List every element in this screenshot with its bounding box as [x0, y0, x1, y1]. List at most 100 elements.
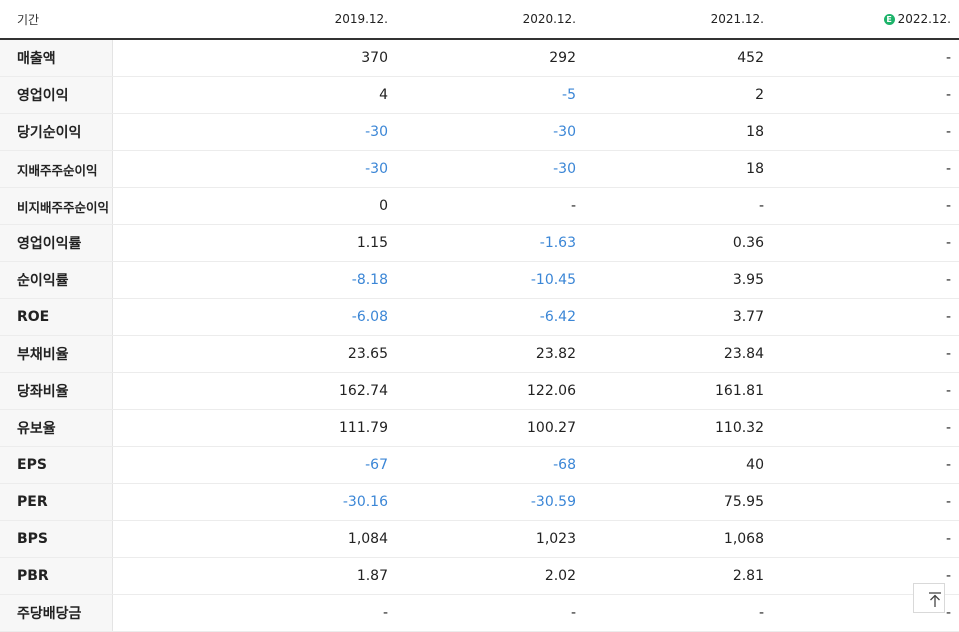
year-header-label: 2022.12. [897, 12, 951, 26]
table-cell: - [772, 409, 959, 447]
table-cell: -30 [112, 150, 396, 188]
table-cell: 110.32 [584, 409, 772, 447]
table-cell: - [772, 446, 959, 484]
table-cell: - [772, 335, 959, 373]
estimate-icon: E [883, 14, 895, 25]
row-label: 당기순이익 [0, 113, 113, 151]
table-cell: -30 [112, 113, 396, 151]
row-label: 비지배주주순이익 [0, 187, 113, 225]
table-cell: 2 [584, 76, 772, 114]
table-row: PBR 1.87 2.02 2.81- [0, 557, 959, 595]
table-row: 영업이익 4 -5 2- [0, 76, 959, 114]
table-row: 유보율 111.79 100.27 110.32- [0, 409, 959, 447]
table-cell: -30 [396, 113, 584, 151]
table-cell: - [772, 520, 959, 558]
table-cell: - [772, 39, 959, 77]
table-cell: 1,068 [584, 520, 772, 558]
row-label: EPS [0, 446, 113, 484]
table-cell: 162.74 [112, 372, 396, 410]
table-cell: - [772, 483, 959, 521]
table-cell: - [396, 187, 584, 225]
table-cell: 23.84 [584, 335, 772, 373]
table-cell: 1,084 [112, 520, 396, 558]
table-cell: 4 [112, 76, 396, 114]
row-label: 순이익률 [0, 261, 113, 299]
table-cell: 292 [396, 39, 584, 77]
table-cell: -6.42 [396, 298, 584, 336]
row-label: 부채비율 [0, 335, 113, 373]
table-row: 비지배주주순이익 0- - - [0, 187, 959, 225]
table-cell: 2.81 [584, 557, 772, 595]
table-cell: 23.82 [396, 335, 584, 373]
table-cell: 0.36 [584, 224, 772, 262]
table-cell: -30.59 [396, 483, 584, 521]
table-cell: 3.77 [584, 298, 772, 336]
row-label: 지배주주순이익 [0, 150, 113, 188]
table-row: 매출액 370 292 452- [0, 39, 959, 77]
row-label: PER [0, 483, 113, 521]
row-label: PBR [0, 557, 113, 595]
table-cell: - [584, 594, 772, 632]
table-cell: - [772, 224, 959, 262]
table-cell: -30 [396, 150, 584, 188]
table-row: PER -30.16 -30.59 75.95- [0, 483, 959, 521]
table-row: 지배주주순이익 -30 -30 18- [0, 150, 959, 188]
table-row: ROE -6.08 -6.42 3.77- [0, 298, 959, 336]
table-cell: 18 [584, 150, 772, 188]
table-row: 영업이익률 1.15 -1.63 0.36- [0, 224, 959, 262]
table-cell: -5 [396, 76, 584, 114]
table-cell: 1,023 [396, 520, 584, 558]
year-header: 2021.12. [584, 0, 772, 40]
table-cell: -10.45 [396, 261, 584, 299]
table-cell: - [772, 298, 959, 336]
table-cell: -68 [396, 446, 584, 484]
table-cell: 23.65 [112, 335, 396, 373]
table-cell: - [772, 372, 959, 410]
year-header: 2019.12. [112, 0, 396, 40]
scroll-to-top-button[interactable] [913, 583, 945, 613]
table-cell: 18 [584, 113, 772, 151]
table-cell: - [772, 150, 959, 188]
table-cell: 40 [584, 446, 772, 484]
table-row: 부채비율 23.65 23.82 23.84- [0, 335, 959, 373]
row-label: 주당배당금 [0, 594, 113, 632]
row-label: ROE [0, 298, 113, 336]
table-cell: 75.95 [584, 483, 772, 521]
table-row: 순이익률 -8.18 -10.45 3.95- [0, 261, 959, 299]
row-label: 당좌비율 [0, 372, 113, 410]
table-cell: - [112, 594, 396, 632]
table-cell: 1.87 [112, 557, 396, 595]
table-cell: -30.16 [112, 483, 396, 521]
table-cell: - [772, 113, 959, 151]
row-label: 유보율 [0, 409, 113, 447]
header-row: 기간 2019.12. 2020.12. 2021.12. E 2022.12. [0, 0, 959, 40]
table-row: 주당배당금---- [0, 594, 959, 632]
table-cell: 370 [112, 39, 396, 77]
table-cell: - [772, 261, 959, 299]
row-label: 매출액 [0, 39, 113, 77]
table-cell: -6.08 [112, 298, 396, 336]
table-cell: 111.79 [112, 409, 396, 447]
table-cell: 452 [584, 39, 772, 77]
table-cell: 1.15 [112, 224, 396, 262]
row-label: BPS [0, 520, 113, 558]
period-header: 기간 [0, 0, 112, 40]
table-cell: - [584, 187, 772, 225]
row-label: 영업이익률 [0, 224, 113, 262]
table-row: BPS 1,084 1,023 1,068- [0, 520, 959, 558]
table-cell: -1.63 [396, 224, 584, 262]
table-cell: 161.81 [584, 372, 772, 410]
arrow-up-to-top-icon [929, 592, 941, 607]
table-cell: - [772, 76, 959, 114]
table-cell: 0 [112, 187, 396, 225]
table-row: 당좌비율 162.74 122.06 161.81- [0, 372, 959, 410]
year-header-estimate: E 2022.12. [772, 0, 959, 40]
table-cell: - [772, 187, 959, 225]
table-cell: -8.18 [112, 261, 396, 299]
table-cell: 2.02 [396, 557, 584, 595]
table-cell: 3.95 [584, 261, 772, 299]
table-cell: 100.27 [396, 409, 584, 447]
table-cell: -67 [112, 446, 396, 484]
year-header: 2020.12. [396, 0, 584, 40]
